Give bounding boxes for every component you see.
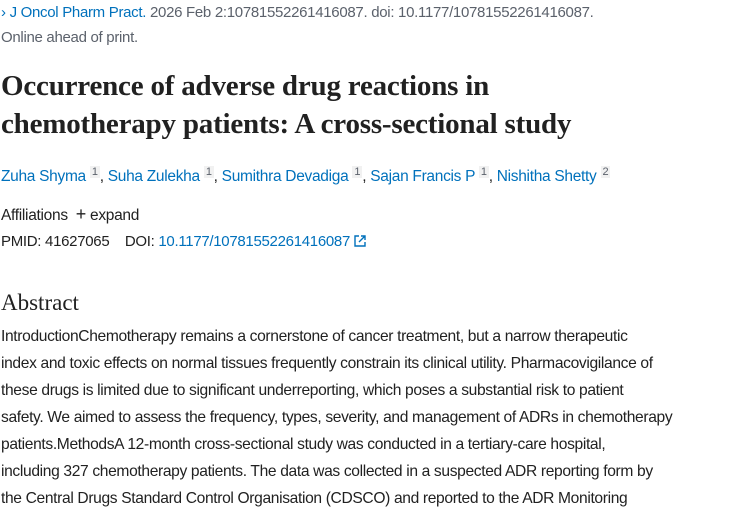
publication-status: Online ahead of print. [1, 29, 138, 46]
abstract-line: these drugs is limited due to significan… [1, 382, 624, 399]
affiliation-ref[interactable]: 1 [352, 166, 363, 178]
article-ids: PMID: 41627065 DOI: 10.1177/107815522614… [1, 233, 366, 250]
affiliations-label: Affiliations [1, 207, 68, 224]
abstract-line: the Central Drugs Standard Control Organ… [1, 490, 628, 507]
abstract-heading: Abstract [1, 290, 79, 315]
doi-label: DOI: [124, 233, 155, 250]
author-link[interactable]: Nishitha Shetty [496, 168, 597, 185]
abstract-line: including 327 chemotherapy patients. The… [1, 463, 653, 480]
authors-list: Zuha Shyma 1, Suha Zulekha 1, Sumithra D… [1, 166, 611, 185]
pmid-value: 41627065 [45, 233, 110, 250]
external-link-icon[interactable] [354, 233, 366, 250]
affiliations-toggle[interactable]: Affiliations + expand [1, 204, 139, 225]
author-link[interactable]: Sumithra Devadiga [221, 168, 349, 185]
journal-link[interactable]: J Oncol Pharm Pract. [9, 4, 147, 21]
article-title-line: Occurrence of adverse drug reactions in [1, 70, 490, 102]
affiliation-ref[interactable]: 1 [89, 166, 100, 178]
abstract-line: IntroductionChemotherapy remains a corne… [1, 328, 628, 345]
pmid-label: PMID: [1, 233, 42, 250]
abstract-line: index and toxic effects on normal tissue… [1, 355, 653, 372]
affiliation-ref[interactable]: 2 [600, 166, 611, 178]
affiliation-ref[interactable]: 1 [478, 166, 489, 178]
article-title-line: chemotherapy patients: A cross-sectional… [1, 108, 572, 140]
citation-details: 2026 Feb 2:10781552261416087. doi: 10.11… [146, 4, 594, 21]
abstract-line: safety. We aimed to assess the frequency… [1, 409, 673, 426]
plus-icon: + [75, 204, 87, 224]
doi-link[interactable]: 10.1177/10781552261416087 [158, 233, 350, 250]
author-link[interactable]: Suha Zulekha [107, 168, 200, 185]
abstract-line: patients.MethodsA 12-month cross-section… [1, 436, 606, 453]
affiliation-ref[interactable]: 1 [203, 166, 214, 178]
citation: › J Oncol Pharm Pract. 2026 Feb 2:107815… [1, 4, 594, 21]
author-link[interactable]: Zuha Shyma [1, 168, 86, 185]
chevron-right-icon[interactable]: › [1, 4, 6, 21]
expand-label[interactable]: expand [90, 207, 140, 224]
author-link[interactable]: Sajan Francis P [370, 168, 475, 185]
